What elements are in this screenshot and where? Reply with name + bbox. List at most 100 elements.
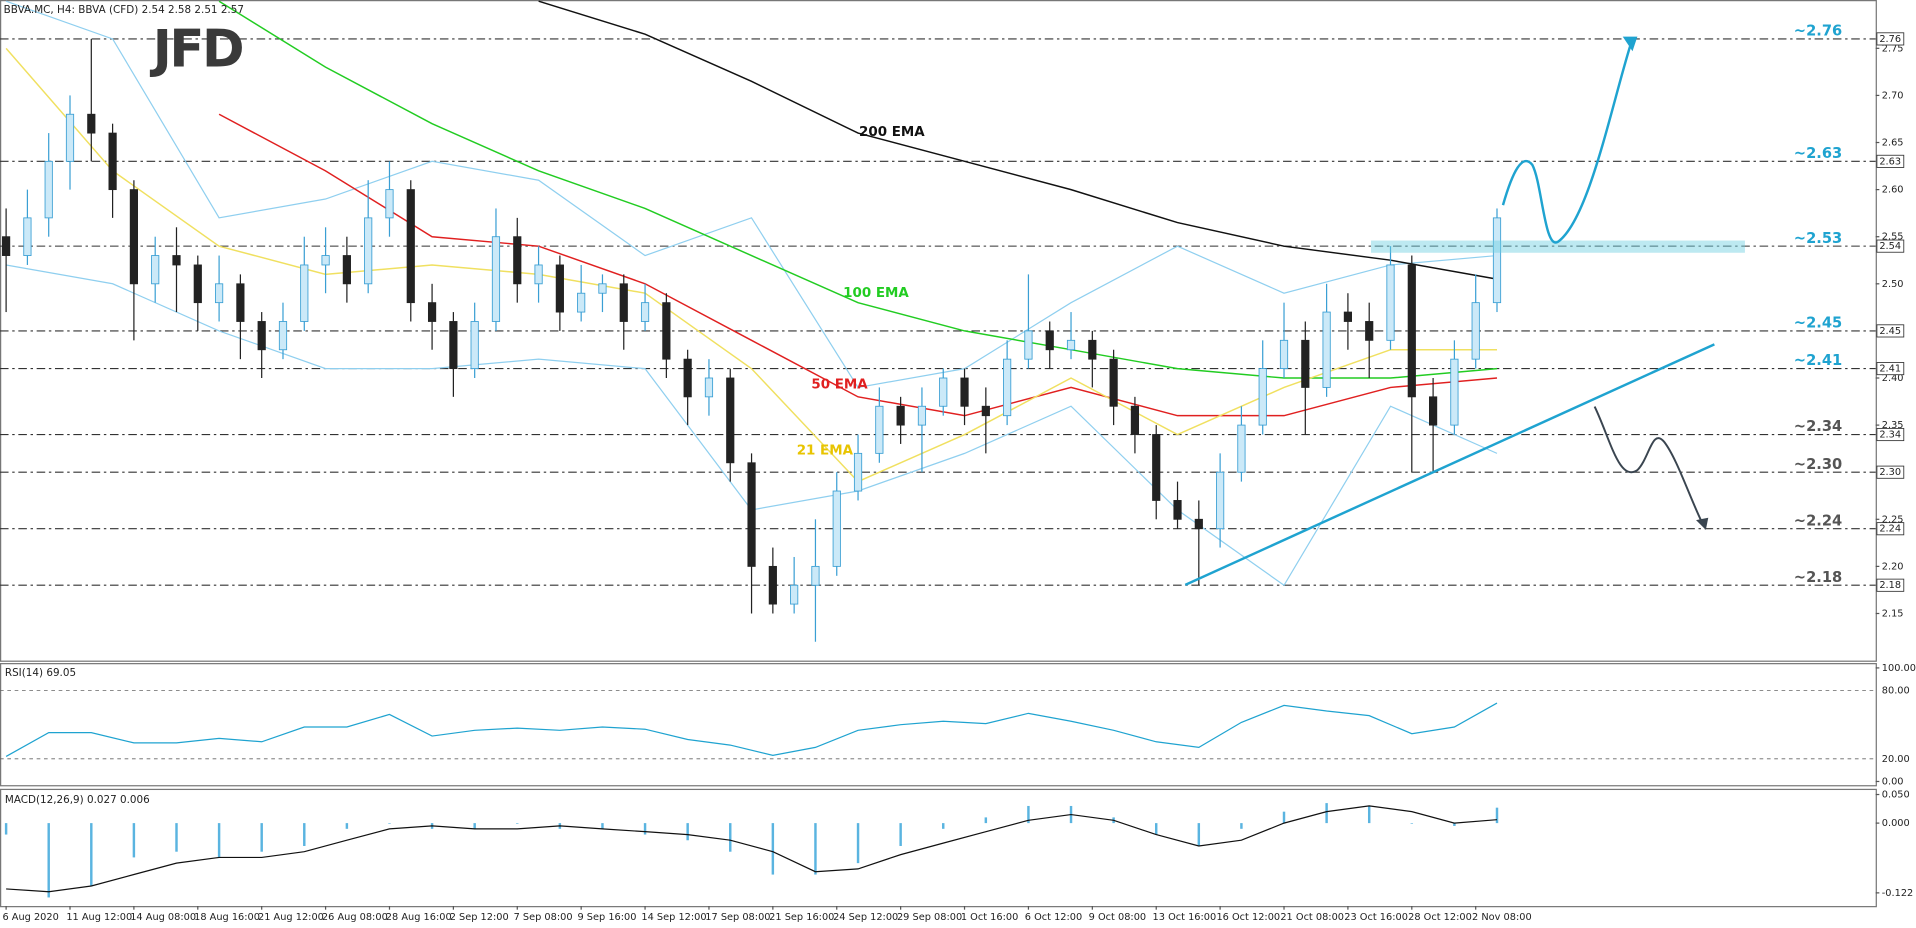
macd-bar: [90, 823, 93, 887]
candle-body: [321, 255, 330, 266]
rsi-title: RSI(14) 69.05: [5, 667, 76, 679]
level-axis-label: 2.76: [1879, 34, 1901, 45]
candle-body: [1130, 405, 1140, 435]
candle-body: [1450, 358, 1459, 426]
level-axis-label: 2.34: [1879, 430, 1901, 441]
candle-body: [1429, 396, 1438, 426]
level-box: [1876, 522, 1905, 536]
candle-body: [23, 217, 32, 256]
candle-body: [513, 236, 522, 285]
candle-body: [470, 321, 479, 370]
x-tick-label: 24 Sep 12:00: [833, 912, 898, 923]
candle-body: [1407, 264, 1416, 398]
candle-body: [811, 565, 820, 586]
candle-body: [385, 189, 394, 219]
x-tick-label: 1 Oct 16:00: [961, 912, 1018, 923]
x-tick-label: 6 Aug 2020: [2, 912, 58, 923]
candle-body: [896, 405, 905, 426]
macd-bar: [4, 823, 8, 835]
resistance-zone: [1371, 240, 1745, 253]
ema-line: [218, 113, 1498, 417]
candle-body: [768, 565, 777, 605]
candle-body: [129, 189, 138, 285]
level-axis-label: 2.45: [1879, 326, 1901, 337]
candle-body: [427, 302, 437, 322]
up-arrow-head: [1622, 36, 1638, 52]
level-tag: ~2.34: [1794, 418, 1842, 435]
down-arrow-head: [1696, 517, 1709, 530]
candle-body: [640, 302, 650, 322]
candle-body: [87, 113, 96, 134]
level-axis-label: 2.18: [1879, 580, 1901, 591]
x-tick-label: 21 Oct 08:00: [1280, 912, 1344, 923]
candle-body: [1386, 264, 1395, 341]
y-tick-label: 2.60: [1882, 185, 1904, 196]
candle-body: [1258, 368, 1267, 426]
macd-tick-label: 0.000: [1882, 818, 1910, 829]
rsi-tick-label: 80.00: [1882, 686, 1910, 697]
rsi-tick-label: 20.00: [1882, 754, 1910, 765]
candle-body: [662, 302, 671, 360]
level-tag: ~2.63: [1794, 145, 1842, 162]
macd-bar: [1495, 807, 1499, 824]
level-axis-label: 2.41: [1879, 364, 1901, 375]
x-tick-label: 14 Aug 08:00: [130, 912, 196, 923]
level-tag: ~2.30: [1794, 456, 1842, 473]
up-scenario-arrow: [1501, 46, 1632, 244]
candle-body: [683, 358, 692, 398]
candle-body: [1365, 321, 1374, 341]
candle-body: [832, 490, 841, 567]
macd-bar: [217, 823, 221, 858]
macd-bar: [345, 823, 349, 829]
macd-bar: [1197, 823, 1201, 846]
macd-bar: [1367, 805, 1371, 824]
x-tick-label: 16 Oct 12:00: [1216, 912, 1280, 923]
level-box: [1876, 578, 1905, 592]
logo: JFD: [150, 20, 242, 80]
ema-line: [5, 47, 1497, 483]
level-axis-label: 2.24: [1879, 524, 1901, 535]
candle-body: [1216, 471, 1225, 530]
level-box: [1876, 362, 1905, 376]
x-tick-label: 9 Sep 16:00: [578, 912, 637, 923]
candle-body: [917, 405, 927, 426]
candle-body: [1024, 330, 1033, 360]
candle-body: [1066, 339, 1076, 351]
macd-bar: [388, 823, 391, 824]
level-box: [1876, 154, 1905, 168]
bollinger-band: [5, 0, 1498, 389]
macd-bar: [1155, 823, 1158, 835]
candle-body: [491, 236, 501, 322]
candle-body: [1152, 434, 1161, 501]
macd-tick-label: 0.050: [1882, 790, 1910, 801]
candle-body: [406, 189, 415, 304]
ema-label: 100 EMA: [843, 286, 909, 301]
macd-bar: [260, 823, 263, 852]
y-tick-label: 2.55: [1882, 232, 1904, 243]
level-box: [1876, 465, 1905, 479]
macd-bar: [175, 823, 178, 852]
macd-bar: [984, 817, 988, 824]
candle-body: [726, 377, 735, 464]
ema-label: 50 EMA: [811, 378, 868, 393]
level-axis-label: 2.63: [1879, 156, 1901, 167]
macd-bar: [771, 823, 775, 875]
x-tick-label: 14 Sep 12:00: [641, 912, 706, 923]
candle-body: [1279, 339, 1289, 370]
candle-body: [1109, 358, 1118, 407]
ema-label: 200 EMA: [859, 125, 925, 140]
x-tick-label: 11 Aug 12:00: [66, 912, 132, 923]
y-tick-label: 2.40: [1882, 373, 1904, 384]
trend-line: [1184, 343, 1715, 586]
level-box: [1876, 427, 1905, 442]
candle-body: [449, 321, 458, 370]
candle-body: [853, 452, 863, 492]
ema-line: [538, 0, 1498, 280]
level-box: [1876, 324, 1905, 338]
macd-bar: [132, 823, 136, 858]
candle-body: [1003, 358, 1012, 417]
macd-bar: [856, 823, 860, 864]
candle-body: [577, 292, 586, 313]
x-tick-label: 9 Oct 08:00: [1089, 912, 1146, 923]
